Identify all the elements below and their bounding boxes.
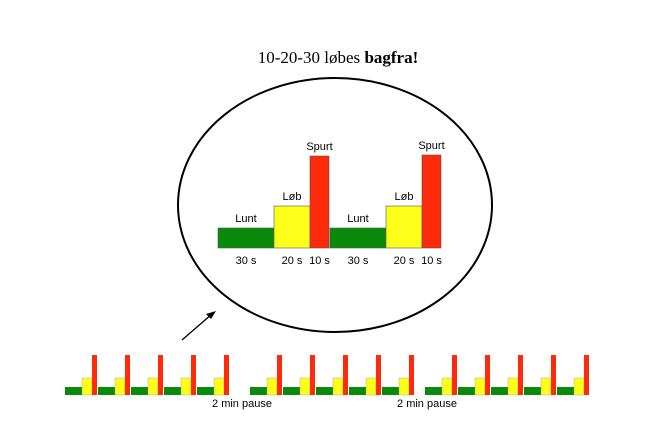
mini-bar — [164, 387, 181, 395]
segment-duration: 20 s — [282, 255, 303, 267]
mini-bar — [65, 387, 82, 395]
mini-bar — [283, 387, 300, 395]
title-text: 10-20-30 løbes — [258, 48, 360, 67]
segment-bar — [421, 154, 442, 249]
segment-duration: 30 s — [348, 255, 369, 267]
mini-bar — [92, 355, 97, 395]
pause-label: 2 min pause — [397, 398, 457, 410]
mini-bar — [180, 377, 192, 396]
mini-bar — [81, 377, 93, 396]
title-emphasis: bagfra! — [364, 48, 418, 67]
segment-duration: 20 s — [394, 255, 415, 267]
title: 10-20-30 løbes bagfra! — [258, 48, 419, 67]
mini-bar — [398, 377, 410, 396]
mini-bar — [277, 355, 282, 395]
mini-bar — [299, 377, 311, 396]
segment-bar — [309, 155, 330, 249]
mini-bar — [191, 355, 196, 395]
segment-label: Løb — [395, 191, 414, 203]
mini-bar — [524, 387, 541, 395]
mini-bar — [376, 355, 381, 395]
mini-bar — [316, 387, 333, 395]
segment-bar — [217, 227, 275, 249]
mini-bar — [452, 355, 457, 395]
mini-bar — [147, 377, 159, 396]
mini-bar — [349, 387, 366, 395]
segment-label: Løb — [283, 191, 302, 203]
arrow-head — [206, 311, 216, 319]
mini-bar — [518, 355, 523, 395]
zoom-group: Lunt 30 s Løb 20 s Spurt 10 s Lunt 30 s Løb 20 s S… — [217, 140, 445, 267]
mini-bar — [474, 377, 486, 396]
mini-bar — [125, 355, 130, 395]
mini-bar — [573, 377, 585, 396]
mini-bar — [557, 387, 574, 395]
mini-bar — [441, 377, 453, 396]
mini-bar — [365, 377, 377, 396]
mini-bar — [584, 355, 589, 395]
mini-bar — [197, 387, 214, 395]
mini-bar — [507, 377, 519, 396]
mini-bar — [551, 355, 556, 395]
pause-label: 2 min pause — [212, 398, 272, 410]
mini-bar — [425, 387, 442, 395]
arrow — [181, 313, 213, 341]
segment-duration: 30 s — [236, 255, 257, 267]
mini-bar — [114, 377, 126, 396]
mini-bar — [224, 355, 229, 395]
mini-bar — [332, 377, 344, 396]
mini-bar — [310, 355, 315, 395]
mini-bar — [266, 377, 278, 396]
mini-bar — [131, 387, 148, 395]
mini-bar — [458, 387, 475, 395]
mini-bar — [491, 387, 508, 395]
segment-bar — [329, 227, 387, 249]
segment-label: Lunt — [235, 213, 256, 225]
mini-bar — [213, 377, 225, 396]
segment-duration: 10 s — [421, 255, 442, 267]
mini-bar — [409, 355, 414, 395]
segment-label: Spurt — [306, 141, 332, 153]
mini-bar — [250, 387, 267, 395]
mini-bar — [382, 387, 399, 395]
segment-duration: 10 s — [309, 255, 330, 267]
mini-bar — [98, 387, 115, 395]
overview-group: 2 min pause 2 min pause — [65, 355, 589, 410]
mini-bar — [485, 355, 490, 395]
segment-bar — [273, 205, 311, 249]
segment-label: Spurt — [418, 140, 444, 152]
mini-bar — [540, 377, 552, 396]
segment-bar — [385, 205, 423, 249]
segment-label: Lunt — [347, 213, 368, 225]
mini-bar — [343, 355, 348, 395]
mini-bar — [158, 355, 163, 395]
zoom-ellipse — [177, 77, 493, 333]
